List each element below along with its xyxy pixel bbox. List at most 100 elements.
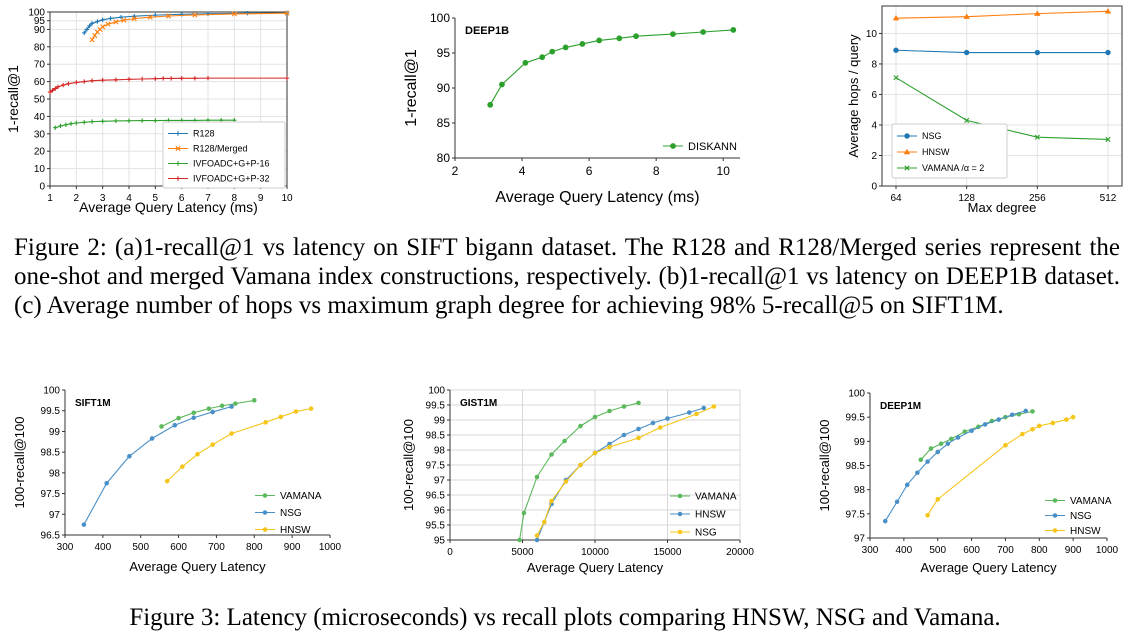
data-point	[100, 119, 105, 124]
data-point	[278, 414, 284, 420]
data-point	[701, 405, 707, 411]
data-point	[579, 41, 586, 47]
x-tick-label: 700	[997, 545, 1014, 556]
data-point	[963, 49, 970, 56]
data-point	[665, 416, 670, 421]
legend-label: NSG	[280, 508, 302, 519]
data-point	[894, 499, 900, 505]
y-tick-label: 98.5	[846, 461, 866, 472]
data-point	[172, 422, 178, 428]
x-tick-label: 6	[586, 164, 593, 178]
data-point	[100, 24, 106, 30]
data-point	[89, 37, 95, 43]
series-hnsw	[534, 405, 707, 543]
y-tick-label: 98	[854, 485, 866, 496]
legend-marker	[262, 493, 268, 498]
data-point	[127, 453, 132, 459]
y-axis-label: 100-recall@100	[817, 420, 832, 512]
x-tick-label: 5	[153, 193, 159, 204]
y-axis-label: 100-recall@100	[12, 417, 27, 509]
data-point	[205, 11, 211, 16]
legend: R128 R128/Merged IVFOADC+G+P-16 IVFOADC+G+P…	[162, 121, 286, 189]
data-point	[607, 444, 612, 450]
data-point	[89, 21, 95, 26]
data-point	[179, 76, 184, 81]
data-point	[105, 21, 111, 27]
data-point	[935, 449, 941, 455]
y-tick-label: 95	[34, 16, 46, 27]
legend-marker	[175, 131, 181, 136]
x-tick-label: 512	[1100, 193, 1117, 204]
x-tick-label: 20000	[726, 547, 754, 558]
x-tick-label: 1	[47, 193, 53, 204]
data-point	[132, 13, 137, 19]
y-tick-label: 99	[49, 427, 61, 438]
data-point	[229, 431, 234, 436]
y-tick-label: 100	[848, 389, 865, 400]
legend-box	[162, 121, 286, 189]
y-tick-label: 30	[34, 129, 46, 140]
data-point	[1030, 426, 1035, 432]
data-point	[231, 11, 237, 17]
data-point	[63, 122, 68, 127]
figure-3b: 95 95.5 96 96.5 97 97.5 98 98.5 99 99.5 100 0 5000 10…	[395, 385, 755, 585]
x-tick-label: 5000	[511, 547, 534, 558]
x-tick-label: 8	[232, 193, 238, 204]
y-tick-label: 85	[437, 116, 451, 130]
legend: VAMANA HNSW NSG	[670, 492, 737, 539]
data-point	[66, 81, 71, 86]
legend-label: NSG	[922, 131, 942, 141]
data-point	[1020, 431, 1025, 437]
figure-2a: 0 10 20 30 40 50 60 70 80 90 95 100 1 2 3 4 5 6 7 8 9 10 Avera…	[0, 0, 300, 222]
legend-label: DISKANN	[688, 141, 737, 153]
legend-marker	[670, 143, 676, 149]
data-point	[1023, 408, 1029, 414]
y-tick-label: 4	[871, 120, 877, 131]
y-tick-label: 97	[434, 476, 446, 487]
x-tick-label: 6	[179, 193, 185, 204]
data-point	[308, 406, 314, 411]
data-point	[1034, 10, 1041, 16]
y-tick-label: 98.5	[426, 431, 446, 442]
series-line	[519, 402, 639, 541]
data-point	[633, 33, 639, 40]
x-axis-label: Average Query Latency	[920, 560, 1057, 575]
y-tick-label: 99.5	[41, 406, 61, 417]
data-point	[650, 420, 656, 426]
y-tick-label: 20	[34, 147, 46, 158]
data-point	[969, 428, 974, 434]
data-point	[210, 409, 215, 415]
data-point	[219, 403, 225, 409]
y-tick-label: 100	[28, 8, 45, 19]
data-point	[562, 44, 569, 51]
series-line	[895, 49, 1108, 54]
legend-marker	[175, 145, 181, 152]
data-point	[499, 81, 505, 88]
y-tick-label: 98	[434, 446, 446, 457]
data-point	[892, 15, 900, 21]
x-tick-label: 4	[519, 164, 526, 178]
x-tick-label: 128	[958, 193, 975, 204]
y-tick-label: 95	[434, 536, 446, 547]
figure-3-caption: Figure 3: Latency (microseconds) vs reca…	[129, 604, 1001, 631]
figure-3c: 97 97.5 98 98.5 99 99.5 100 300 400 500 600 700 800 9…	[815, 385, 1125, 585]
data-point	[904, 482, 910, 488]
data-point	[191, 415, 197, 421]
data-point	[1009, 412, 1015, 418]
data-point	[935, 497, 941, 502]
series-line	[536, 407, 704, 541]
data-point	[293, 409, 299, 414]
x-tick-label: 4	[126, 193, 132, 204]
data-point	[596, 37, 603, 44]
legend-label: VAMANA	[280, 491, 322, 502]
data-point	[592, 450, 598, 456]
y-tick-label: 100	[43, 386, 60, 397]
plot-frame	[881, 5, 1123, 187]
y-tick-label: 10	[866, 29, 878, 40]
x-tick-label: 64	[890, 193, 902, 204]
y-tick-label: 97.5	[41, 489, 61, 500]
chart-title: DEEP1B	[465, 25, 509, 37]
legend-label: R128	[193, 129, 215, 139]
series-vamana	[159, 398, 257, 429]
series-hnsw	[892, 8, 1112, 21]
